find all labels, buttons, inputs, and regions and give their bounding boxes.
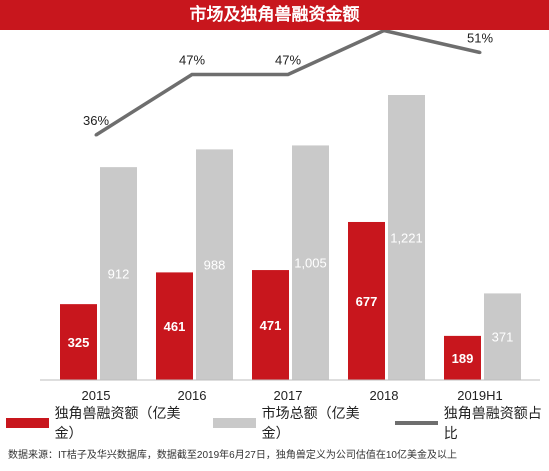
x-tick-label: 2015 (82, 388, 111, 403)
legend-label-unicorn: 独角兽融资额（亿美金） (54, 405, 181, 441)
legend-label-share: 独角兽融资额占比 (443, 405, 542, 441)
share-point-label: 36% (83, 113, 109, 128)
market-bar (388, 95, 425, 380)
unicorn-bar (444, 335, 481, 380)
legend-swatch-unicorn (6, 418, 49, 428)
unicorn-bar (60, 304, 97, 380)
market-bar-label: 988 (204, 258, 226, 273)
market-bar-label: 1,221 (390, 231, 423, 246)
legend-label-market: 市场总额（亿美金） (261, 405, 360, 441)
bar-group (60, 95, 521, 380)
market-bar (484, 293, 521, 380)
source-note: 数据来源：IT桔子及华兴数据库，数据截至2019年6月27日，独角兽定义为公司估… (8, 450, 457, 461)
share-point-label: 51% (467, 31, 493, 46)
legend: 独角兽融资额（亿美金） 市场总额（亿美金） 独角兽融资额占比 (0, 405, 549, 441)
market-bar (292, 145, 329, 380)
share-point-label: 47% (179, 53, 205, 68)
share-line (95, 30, 481, 137)
label-group: 325 912 2015 36% 461 988 2016 47% 471 1,005 2017 47… (68, 31, 514, 404)
x-tick-label: 2016 (178, 388, 207, 403)
market-bar-label: 371 (492, 330, 514, 345)
unicorn-bar (156, 272, 193, 380)
share-point (94, 133, 98, 137)
market-bar (196, 149, 233, 380)
share-line-group (94, 30, 482, 137)
unicorn-bar (348, 221, 385, 380)
market-bar (100, 167, 137, 380)
chart-title: 市场及独角兽融资金额 (0, 0, 549, 30)
legend-swatch-share (395, 421, 438, 425)
legend-item-share: 独角兽融资额占比 (395, 403, 543, 443)
unicorn-bar-label: 471 (260, 318, 282, 333)
legend-item-unicorn: 独角兽融资额（亿美金） (6, 403, 191, 443)
unicorn-bar (252, 270, 289, 380)
share-point-label: 47% (275, 53, 301, 68)
legend-item-market: 市场总额（亿美金） (213, 403, 373, 443)
x-tick-label: 2019H1 (457, 388, 503, 403)
unicorn-bar-label: 189 (452, 351, 474, 366)
unicorn-bar-label: 461 (164, 319, 186, 334)
x-tick-label: 2017 (274, 388, 303, 403)
unicorn-bar-label: 325 (68, 335, 90, 350)
legend-swatch-market (213, 418, 256, 428)
chart-canvas: 325 912 2015 36% 461 988 2016 47% 471 1,005 2017 47… (40, 30, 540, 404)
market-bar-label: 1,005 (294, 256, 327, 271)
x-tick-label: 2018 (370, 388, 399, 403)
market-bar-label: 912 (108, 267, 130, 282)
unicorn-bar-label: 677 (356, 294, 378, 309)
